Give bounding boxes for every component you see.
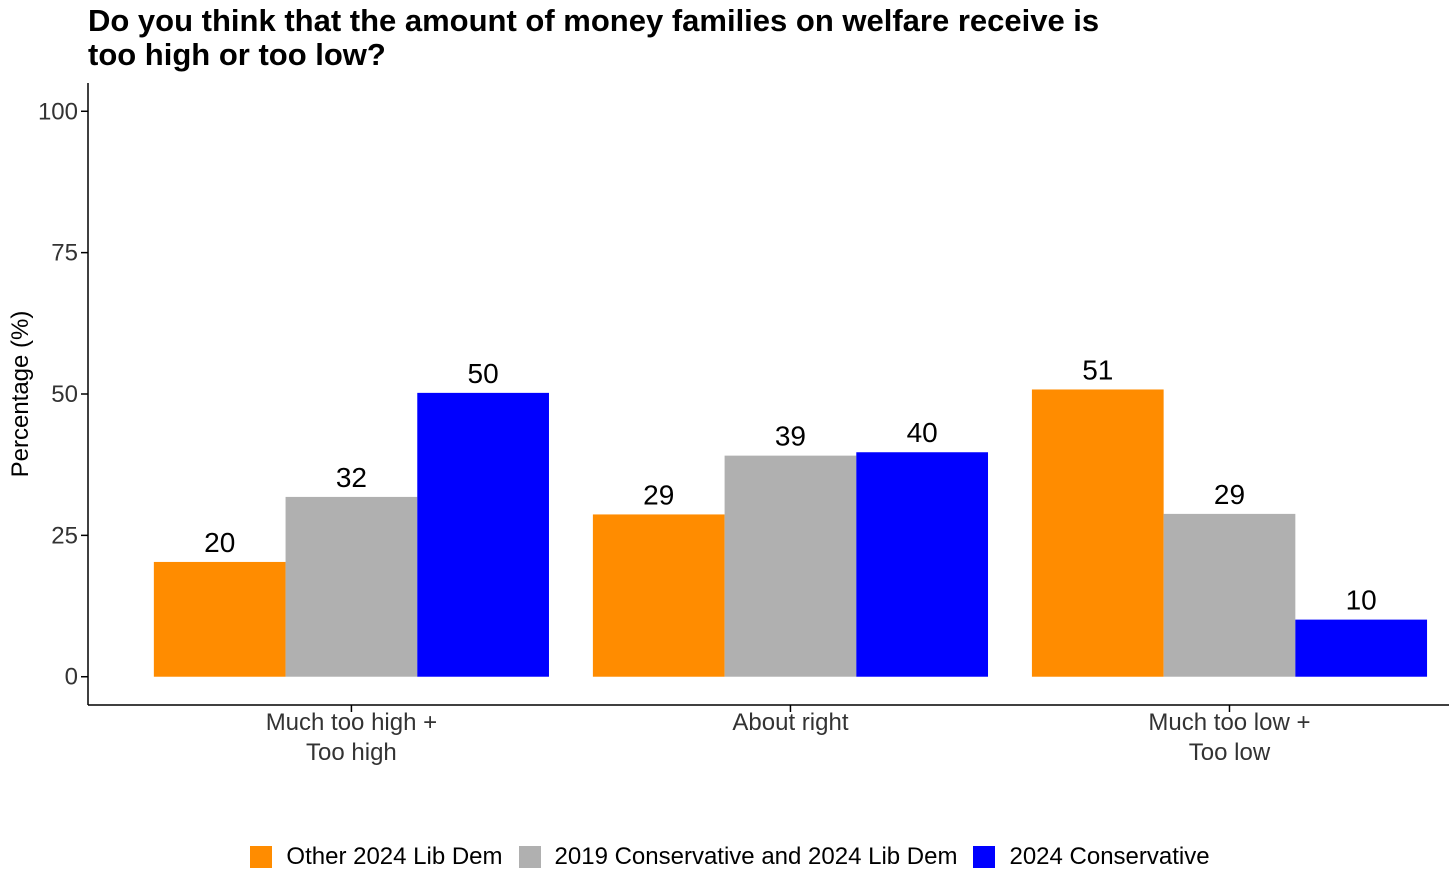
bar	[1295, 619, 1428, 677]
data-label: 32	[336, 462, 367, 493]
y-axis-title: Percentage (%)	[7, 311, 34, 478]
bar	[1163, 513, 1296, 677]
data-label: 20	[204, 527, 235, 558]
bar	[153, 561, 286, 677]
data-labels: 20 32 50 29 39 40 51 29 10	[204, 354, 1377, 615]
y-tick-label: 0	[65, 664, 78, 691]
bar	[724, 455, 857, 677]
legend-swatch	[973, 846, 996, 868]
data-label: 50	[468, 358, 499, 389]
legend-label: Other 2024 Lib Dem	[286, 843, 503, 870]
data-label: 39	[775, 421, 806, 452]
bars	[153, 389, 1428, 677]
x-tick-label: Much too high + Too high	[266, 709, 437, 766]
chart-title-line-2: too high or too low?	[88, 37, 386, 72]
legend-item: 2019 Conservative and 2024 Lib Dem	[518, 842, 958, 872]
x-ticks: Much too high + Too high About right Much t…	[266, 705, 1311, 766]
data-label: 29	[1214, 479, 1245, 510]
chart-title: Do you think that the amount of money fa…	[88, 4, 1388, 72]
bar	[1031, 389, 1164, 677]
chart-title-line-1: Do you think that the amount of money fa…	[88, 3, 1100, 38]
data-label: 10	[1346, 585, 1377, 616]
y-tick-label: 25	[51, 522, 78, 549]
legend-swatch	[518, 846, 541, 868]
y-tick-label: 50	[51, 381, 78, 408]
legend: Other 2024 Lib Dem 2019 Conservative and …	[0, 842, 1456, 872]
legend-swatch	[250, 846, 273, 868]
legend-label: 2019 Conservative and 2024 Lib Dem	[554, 843, 958, 870]
data-label: 51	[1082, 354, 1113, 385]
legend-item: Other 2024 Lib Dem	[250, 842, 503, 872]
data-label: 29	[643, 479, 674, 510]
bar	[285, 496, 418, 677]
x-tick-label: Much too low + Too low	[1148, 709, 1310, 766]
bar	[592, 514, 725, 677]
x-tick-label: About right	[732, 709, 848, 736]
legend-label: 2024 Conservative	[1009, 843, 1210, 870]
y-tick-label: 100	[38, 98, 78, 125]
y-tick-label: 75	[51, 240, 78, 267]
bar	[856, 452, 989, 677]
data-label: 40	[907, 417, 938, 448]
bar	[417, 392, 549, 677]
y-ticks: 0 25 50 75 100	[38, 98, 88, 691]
legend-item: 2024 Conservative	[973, 842, 1210, 872]
